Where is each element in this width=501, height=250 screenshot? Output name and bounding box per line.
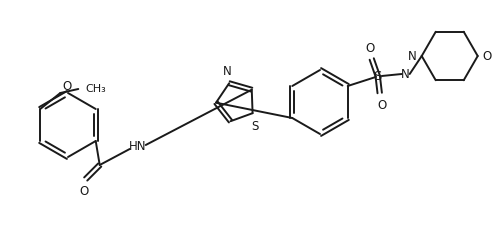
Text: HN: HN (129, 139, 146, 152)
Text: N: N (408, 50, 417, 63)
Text: S: S (374, 70, 382, 83)
Text: N: N (223, 65, 231, 78)
Text: CH₃: CH₃ (85, 84, 106, 94)
Text: O: O (365, 42, 374, 55)
Text: O: O (79, 184, 88, 197)
Text: O: O (62, 80, 72, 93)
Text: S: S (251, 120, 259, 133)
Text: N: N (401, 68, 410, 81)
Text: O: O (482, 50, 492, 63)
Text: O: O (377, 98, 386, 112)
